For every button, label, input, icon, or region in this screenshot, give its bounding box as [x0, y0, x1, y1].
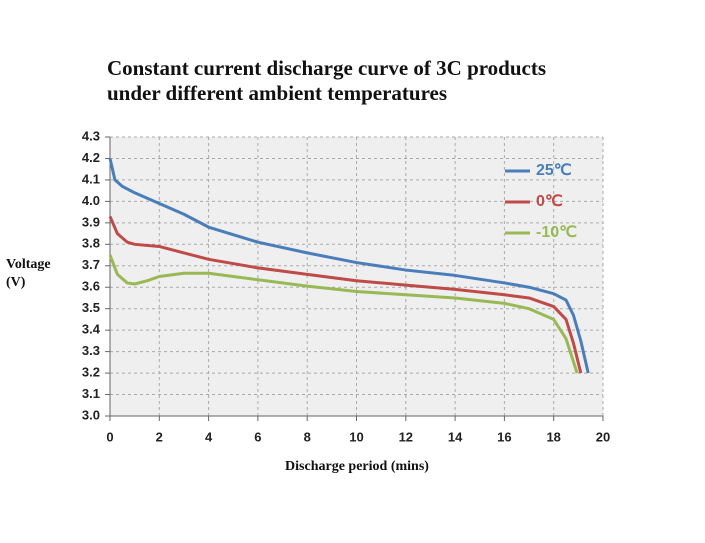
- y-tick-label: 3.6: [82, 279, 100, 294]
- x-tick-label: 16: [497, 429, 511, 444]
- series-line: [108, 158, 590, 374]
- legend-label: -10℃: [536, 224, 577, 241]
- legend-label: 25℃: [536, 162, 572, 179]
- y-tick-label: 3.5: [82, 300, 100, 315]
- x-tick-label: 8: [304, 429, 311, 444]
- chart-title: Constant current discharge curve of 3C p…: [107, 56, 546, 80]
- x-tick-label: 20: [596, 429, 610, 444]
- series-line: [108, 254, 579, 374]
- x-tick-label: 4: [205, 429, 213, 444]
- y-tick-label: 4.2: [82, 150, 100, 165]
- x-tick-label: 18: [546, 429, 560, 444]
- x-tick-label: 2: [156, 429, 163, 444]
- y-tick-label: 4.1: [82, 171, 100, 186]
- x-axis-label: Discharge period (mins): [285, 459, 429, 474]
- y-tick-label: 3.0: [82, 407, 100, 422]
- y-tick-label: 3.4: [82, 322, 101, 337]
- x-tick-label: 14: [448, 429, 463, 444]
- y-tick-label: 3.2: [82, 365, 100, 380]
- x-tick-label: 12: [399, 429, 413, 444]
- chart-title: under different ambient temperatures: [107, 81, 447, 105]
- y-tick-label: 3.7: [82, 257, 100, 272]
- y-tick-label: 3.3: [82, 343, 100, 358]
- y-axis-label: (V): [6, 275, 26, 290]
- y-tick-label: 3.1: [82, 386, 100, 401]
- y-axis-label: Voltage: [6, 257, 51, 272]
- y-tick-label: 4.3: [82, 128, 100, 143]
- y-tick-label: 3.8: [82, 236, 100, 251]
- x-tick-label: 10: [349, 429, 363, 444]
- y-tick-label: 4.0: [82, 193, 100, 208]
- x-tick-label: 6: [254, 429, 261, 444]
- y-tick-label: 3.9: [82, 214, 100, 229]
- x-tick-label: 0: [106, 429, 113, 444]
- legend-label: 0℃: [536, 193, 563, 210]
- series-line: [108, 215, 583, 374]
